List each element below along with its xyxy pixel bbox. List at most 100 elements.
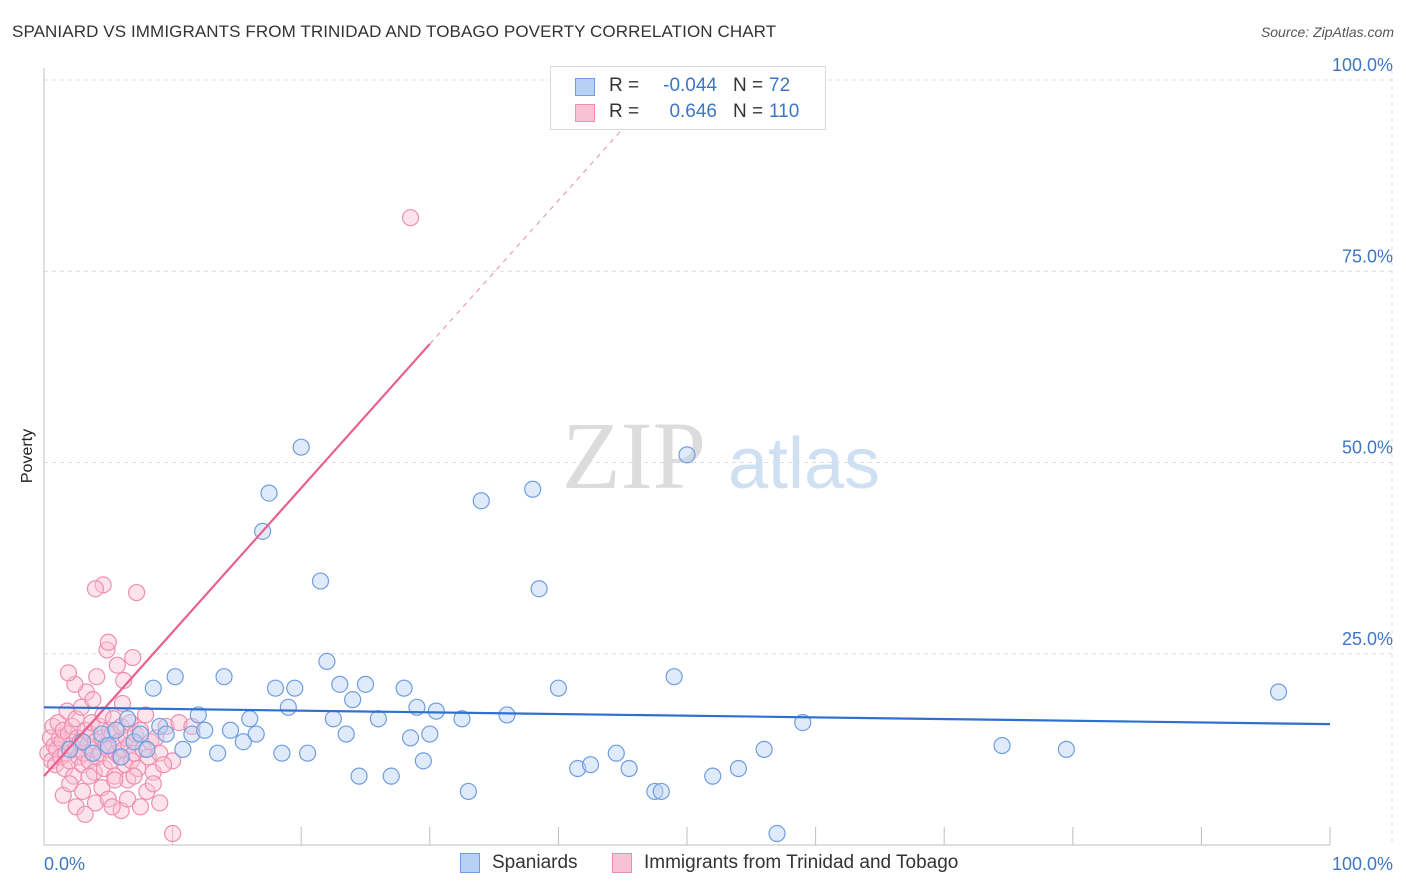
spaniard-point [311, 572, 330, 590]
trinidad-point [125, 767, 143, 785]
tick-labels: 25.0% 50.0% 75.0% 100.0% 0.0% 100.0% [44, 55, 1393, 874]
spaniard-point [395, 679, 413, 697]
spaniard-point [401, 729, 420, 747]
trinidad-point [103, 798, 121, 816]
trinidad-point [401, 209, 420, 227]
spaniard-point [453, 710, 471, 728]
spaniard-point [299, 744, 317, 762]
x-tick-label: 100.0% [1332, 854, 1393, 874]
axes [43, 68, 1331, 846]
spaniard-point [131, 725, 150, 743]
trinidad-point [154, 756, 173, 774]
spaniard-point [472, 492, 490, 510]
spaniard-point [704, 767, 722, 785]
spaniard-point [183, 725, 201, 743]
trinidad-point [84, 691, 102, 709]
spaniard-point [344, 691, 362, 709]
spaniard-point [273, 744, 291, 762]
trend-lines [43, 114, 1331, 777]
spaniard-point [266, 679, 285, 697]
trinidad-point [164, 752, 182, 770]
trinidad-point [118, 790, 137, 808]
spaniard-point [549, 679, 568, 697]
bottom-legend-swatch-blue [460, 853, 480, 873]
spaniard-point [678, 446, 696, 464]
spaniard-point [369, 710, 387, 728]
trinidad-point [151, 794, 169, 812]
spaniard-point [174, 740, 192, 758]
watermark: ZIP atlas [562, 402, 880, 509]
spaniard-point [138, 740, 156, 758]
spaniard-point [382, 767, 400, 785]
spaniard-point [292, 438, 310, 456]
spaniard-point [581, 756, 600, 774]
spaniard-point [99, 736, 117, 755]
stats-legend: R = -0.044 N = 72 R = 0.646 N = 110 [550, 66, 826, 130]
spaniards-points [61, 438, 1288, 843]
spaniard-point [247, 725, 265, 743]
spaniard-point [157, 725, 175, 743]
trinidad-point [94, 576, 112, 594]
spaniard-point [768, 824, 786, 843]
spaniard-point [112, 748, 130, 766]
spaniard-point [166, 668, 184, 686]
spaniard-point [144, 679, 162, 697]
spaniard-point [646, 782, 664, 801]
trinidad-point [108, 656, 126, 674]
legend-n-value: 110 [769, 101, 800, 122]
y-tick-label: 50.0% [1342, 438, 1393, 458]
spaniard-point [1057, 740, 1075, 758]
spaniard-point [189, 706, 207, 724]
spaniard-point [530, 580, 548, 598]
trinidad-point [144, 775, 162, 793]
trinidad-point [124, 648, 142, 667]
spaniard-point [324, 710, 342, 728]
spaniard-point [794, 713, 812, 732]
spaniard-point [652, 782, 670, 801]
trinidad-point [86, 580, 105, 598]
spaniard-point [337, 725, 355, 743]
trinidad-point [88, 668, 106, 686]
spaniard-point [331, 675, 349, 693]
spaniard-point [209, 744, 227, 762]
legend-n-label: N = [733, 75, 764, 96]
legend-swatch-pink [575, 104, 595, 122]
spaniard-point [665, 668, 683, 686]
chart-title: SPANIARD VS IMMIGRANTS FROM TRINIDAD AND… [12, 22, 777, 41]
spaniard-point [620, 759, 638, 778]
trinidad-point [106, 771, 124, 789]
spaniard-point [84, 744, 102, 762]
spaniard-point [241, 710, 259, 728]
trinidad-point [61, 775, 79, 793]
trinidad-point [106, 767, 124, 785]
grid [44, 70, 1393, 845]
source-label: Source: ZipAtlas.com [1260, 24, 1394, 40]
spaniard-point [215, 668, 233, 686]
bottom-legend-label: Spaniards [492, 852, 578, 873]
trinidad-point [59, 664, 78, 682]
trinidad-point [73, 782, 92, 801]
trinidad-point [86, 794, 105, 812]
spaniard-point [427, 702, 445, 720]
spaniard-point [234, 733, 252, 751]
bottom-legend-swatch-pink [612, 853, 632, 873]
spaniard-point [729, 759, 748, 778]
x-tick-label: 0.0% [44, 854, 85, 874]
trinidad-point [99, 633, 117, 651]
spaniard-point [498, 706, 516, 724]
watermark-atlas: atlas [728, 424, 880, 504]
legend-r-value: 0.646 [669, 101, 717, 122]
trinidad-trend-line [43, 343, 431, 777]
spaniard-point [118, 710, 137, 728]
spaniard-point [260, 484, 278, 502]
y-tick-label: 25.0% [1342, 629, 1393, 649]
spaniard-point [286, 679, 304, 697]
legend-n-value: 72 [769, 75, 791, 96]
trinidad-point [76, 805, 94, 824]
spaniard-point [318, 652, 336, 671]
legend-r-label: R = [609, 75, 640, 96]
bottom-legend-label: Immigrants from Trinidad and Tobago [644, 852, 959, 873]
spaniard-point [279, 698, 297, 716]
spaniard-point [221, 721, 240, 739]
